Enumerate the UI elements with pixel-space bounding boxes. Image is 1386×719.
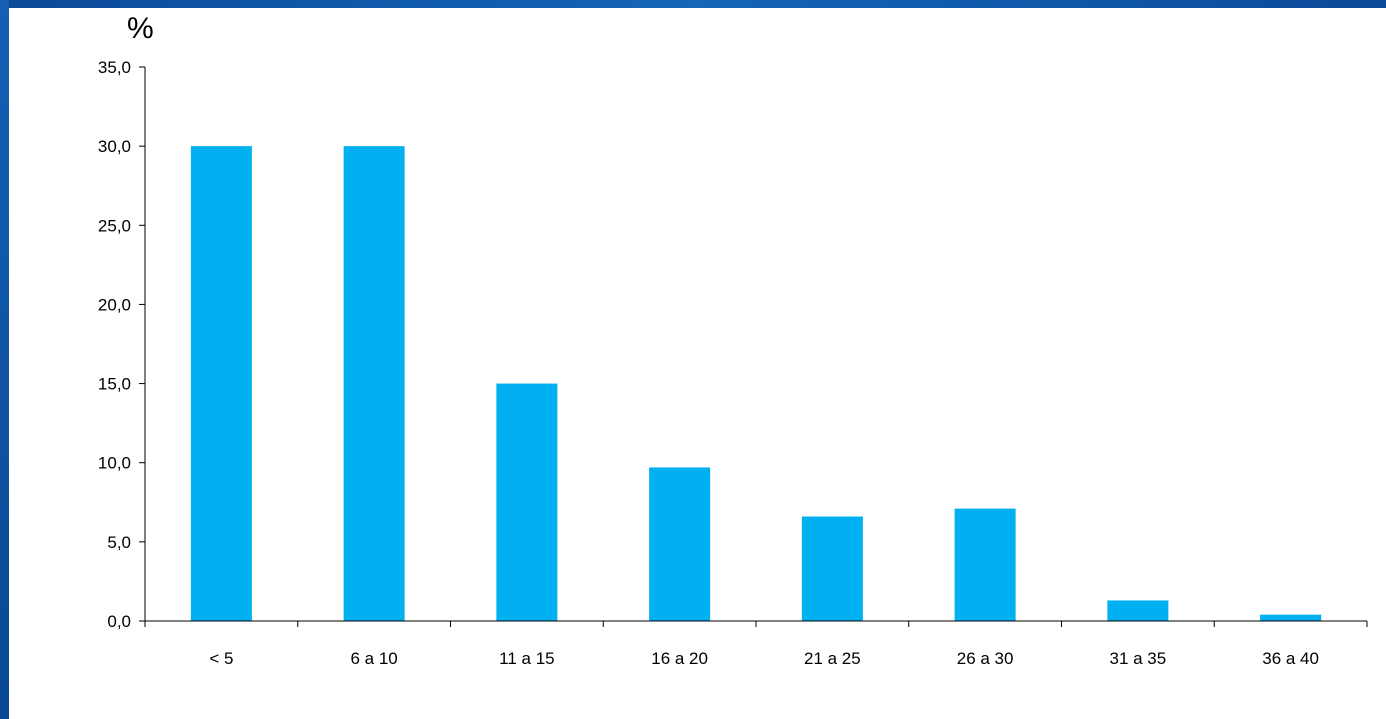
bar bbox=[190, 146, 252, 621]
bar bbox=[343, 146, 405, 621]
slide-frame-top bbox=[0, 0, 1386, 8]
chart-panel: % 0,0 5,0 10,0 15,0 20,0 25,0 30,0 35,0 < 5 6 a … bbox=[9, 8, 1386, 719]
bar bbox=[496, 383, 558, 621]
y-tick-label: 25,0 bbox=[98, 216, 131, 235]
bar bbox=[801, 516, 863, 621]
x-tick-label: 6 a 10 bbox=[350, 649, 397, 668]
bar bbox=[954, 508, 1016, 621]
y-tick-label: 5,0 bbox=[107, 533, 131, 552]
bar bbox=[649, 467, 711, 621]
y-tick-label: 35,0 bbox=[98, 58, 131, 77]
slide-frame-left bbox=[0, 0, 9, 719]
x-axis: < 5 6 a 10 11 a 15 16 a 20 21 a 25 26 a 30 31 … bbox=[144, 620, 1368, 668]
x-tick-label: < 5 bbox=[209, 649, 233, 668]
y-tick-label: 20,0 bbox=[98, 295, 131, 314]
y-tick-label: 10,0 bbox=[98, 454, 131, 473]
y-tick-label: 0,0 bbox=[107, 612, 131, 631]
x-tick-label: 16 a 20 bbox=[651, 649, 708, 668]
x-tick-label: 26 a 30 bbox=[957, 649, 1014, 668]
y-tick-label: 30,0 bbox=[98, 137, 131, 156]
bars-group bbox=[190, 146, 1322, 621]
bar bbox=[1107, 600, 1169, 621]
x-tick-label: 31 a 35 bbox=[1110, 649, 1167, 668]
x-tick-label: 21 a 25 bbox=[804, 649, 861, 668]
y-tick-label: 15,0 bbox=[98, 375, 131, 394]
y-axis-unit-label: % bbox=[127, 12, 154, 45]
bar bbox=[1260, 614, 1322, 621]
x-tick-label: 36 a 40 bbox=[1262, 649, 1319, 668]
y-axis: 0,0 5,0 10,0 15,0 20,0 25,0 30,0 35,0 bbox=[98, 58, 146, 631]
x-tick-label: 11 a 15 bbox=[499, 649, 554, 668]
bar-chart: % 0,0 5,0 10,0 15,0 20,0 25,0 30,0 35,0 < 5 6 a … bbox=[98, 12, 1368, 668]
